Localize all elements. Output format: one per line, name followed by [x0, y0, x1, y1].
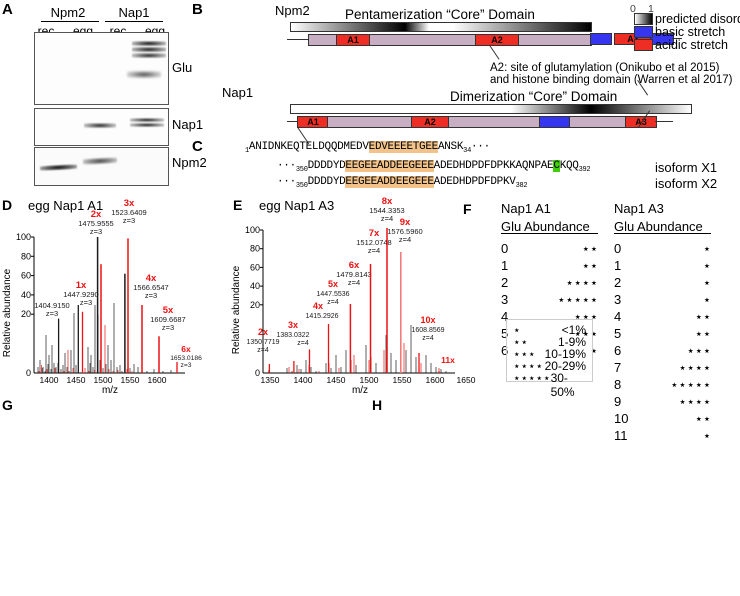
- svg-text:1450: 1450: [67, 375, 86, 385]
- svg-text:1600: 1600: [426, 375, 445, 385]
- svg-text:11x: 11x: [441, 355, 455, 365]
- svg-text:40: 40: [21, 290, 31, 300]
- svg-text:0: 0: [26, 368, 31, 378]
- svg-text:Relative abundance: Relative abundance: [2, 268, 13, 357]
- svg-text:z=4: z=4: [368, 246, 380, 255]
- svg-text:40: 40: [250, 281, 260, 291]
- svg-text:2x: 2x: [258, 327, 268, 337]
- svg-text:Relative abundance: Relative abundance: [231, 265, 242, 354]
- svg-text:1350: 1350: [261, 375, 280, 385]
- svg-text:10x: 10x: [420, 315, 435, 325]
- svg-text:4x: 4x: [313, 301, 323, 311]
- svg-text:80: 80: [21, 251, 31, 261]
- svg-text:1447.5536: 1447.5536: [316, 291, 349, 298]
- svg-text:6x: 6x: [181, 344, 191, 354]
- svg-text:0: 0: [255, 368, 260, 378]
- svg-text:1400: 1400: [40, 375, 59, 385]
- svg-text:20: 20: [250, 300, 260, 310]
- svg-text:z=4: z=4: [422, 335, 434, 342]
- svg-text:60: 60: [250, 262, 260, 272]
- svg-text:1500: 1500: [94, 375, 113, 385]
- svg-text:z=4: z=4: [257, 347, 269, 354]
- svg-text:z=4: z=4: [381, 214, 393, 223]
- svg-text:5x: 5x: [328, 279, 338, 289]
- svg-text:1653.0186: 1653.0186: [170, 355, 202, 362]
- svg-text:1550: 1550: [393, 375, 412, 385]
- svg-text:100: 100: [245, 225, 260, 235]
- svg-text:1550: 1550: [121, 375, 140, 385]
- svg-text:1400: 1400: [294, 375, 313, 385]
- svg-text:1600: 1600: [148, 375, 167, 385]
- svg-text:z=4: z=4: [297, 340, 309, 347]
- svg-text:z=3: z=3: [145, 291, 157, 300]
- svg-text:z=3: z=3: [123, 216, 135, 225]
- svg-text:z=4: z=4: [348, 278, 360, 287]
- svg-text:z=3: z=3: [90, 227, 102, 236]
- svg-text:1450: 1450: [327, 375, 346, 385]
- svg-text:z=4: z=4: [327, 299, 339, 306]
- svg-text:1383.0322: 1383.0322: [276, 332, 309, 339]
- svg-text:z=4: z=4: [399, 235, 411, 244]
- svg-text:100: 100: [16, 232, 31, 242]
- svg-text:1350.7719: 1350.7719: [246, 339, 279, 346]
- svg-text:z=3: z=3: [162, 323, 174, 332]
- svg-text:z=3: z=3: [181, 362, 192, 369]
- svg-text:z=3: z=3: [46, 309, 58, 318]
- svg-text:1500: 1500: [360, 375, 379, 385]
- svg-text:80: 80: [250, 244, 260, 254]
- svg-text:60: 60: [21, 271, 31, 281]
- svg-text:20: 20: [21, 309, 31, 319]
- svg-text:3x: 3x: [288, 320, 298, 330]
- svg-text:1608.8569: 1608.8569: [411, 327, 444, 334]
- svg-text:z=3: z=3: [80, 298, 92, 307]
- svg-text:1415.2926: 1415.2926: [305, 313, 338, 320]
